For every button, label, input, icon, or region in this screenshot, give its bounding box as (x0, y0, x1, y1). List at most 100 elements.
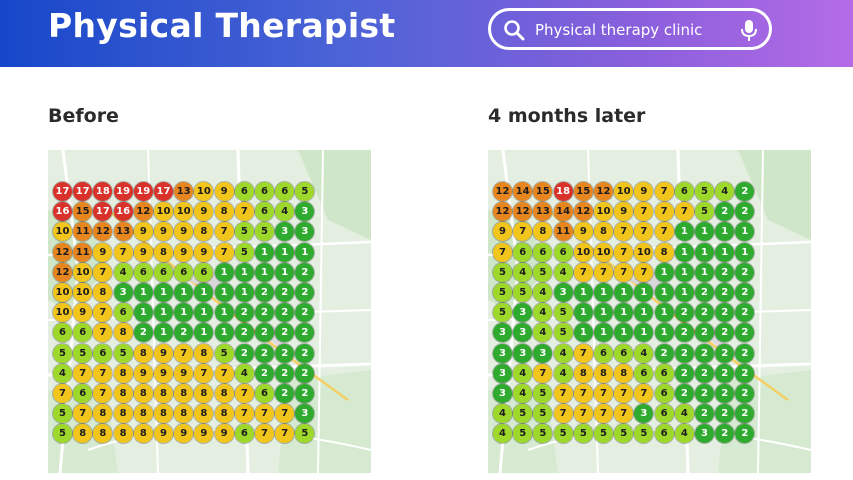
rank-pin[interactable]: 2 (715, 283, 735, 302)
rank-pin[interactable]: 6 (594, 343, 613, 363)
rank-pin[interactable]: 4 (533, 303, 553, 323)
rank-pin[interactable]: 7 (573, 262, 593, 282)
rank-pin[interactable]: 7 (73, 363, 93, 383)
rank-pin[interactable]: 6 (634, 363, 654, 383)
rank-pin[interactable]: 7 (573, 343, 593, 363)
rank-pin[interactable]: 12 (133, 202, 153, 222)
rank-pin[interactable]: 1 (634, 303, 654, 323)
rank-pin[interactable]: 1 (214, 262, 234, 282)
rank-pin[interactable]: 8 (113, 363, 133, 383)
rank-pin[interactable]: 1 (735, 242, 755, 262)
rank-pin[interactable]: 4 (234, 363, 254, 383)
rank-pin[interactable]: 1 (634, 323, 654, 343)
rank-pin[interactable]: 2 (255, 343, 274, 363)
rank-pin[interactable]: 10 (53, 283, 72, 302)
rank-pin[interactable]: 1 (715, 222, 735, 242)
rank-pin[interactable]: 4 (113, 262, 133, 282)
rank-pin[interactable]: 5 (695, 182, 714, 201)
rank-pin[interactable]: 3 (493, 323, 512, 343)
rank-pin[interactable]: 6 (654, 384, 674, 403)
rank-pin[interactable]: 7 (614, 262, 634, 282)
rank-pin[interactable]: 7 (594, 262, 613, 282)
rank-pin[interactable]: 5 (533, 384, 553, 403)
rank-pin[interactable]: 3 (493, 384, 512, 403)
rank-pin[interactable]: 2 (695, 283, 714, 302)
rank-pin[interactable]: 7 (614, 404, 634, 424)
rank-pin[interactable]: 4 (533, 283, 553, 302)
rank-pin[interactable]: 1 (594, 323, 613, 343)
rank-pin[interactable]: 2 (695, 363, 714, 383)
rank-pin[interactable]: 9 (133, 242, 153, 262)
rank-pin[interactable]: 12 (493, 202, 512, 222)
rank-pin[interactable]: 10 (73, 283, 93, 302)
rank-pin[interactable]: 4 (674, 424, 694, 444)
rank-pin[interactable]: 9 (154, 343, 173, 363)
rank-pin[interactable]: 4 (533, 323, 553, 343)
rank-pin[interactable]: 1 (654, 262, 674, 282)
rank-pin[interactable]: 4 (493, 404, 512, 424)
rank-pin[interactable]: 2 (275, 303, 295, 323)
rank-pin[interactable]: 5 (634, 424, 654, 444)
rank-pin[interactable]: 8 (113, 404, 133, 424)
rank-pin[interactable]: 8 (594, 363, 613, 383)
rank-pin[interactable]: 7 (275, 404, 295, 424)
rank-pin[interactable]: 1 (214, 323, 234, 343)
rank-pin[interactable]: 5 (493, 262, 512, 282)
rank-pin[interactable]: 6 (73, 384, 93, 403)
rank-pin[interactable]: 2 (735, 424, 755, 444)
rank-pin[interactable]: 5 (614, 424, 634, 444)
rank-pin[interactable]: 5 (533, 262, 553, 282)
rank-pin[interactable]: 2 (674, 343, 694, 363)
rank-pin[interactable]: 7 (234, 384, 254, 403)
rank-pin[interactable]: 1 (214, 303, 234, 323)
rank-pin[interactable]: 7 (255, 404, 274, 424)
rank-pin[interactable]: 10 (614, 182, 634, 201)
rank-pin[interactable]: 10 (73, 262, 93, 282)
rank-pin[interactable]: 17 (93, 202, 113, 222)
rank-pin[interactable]: 8 (614, 363, 634, 383)
rank-pin[interactable]: 1 (695, 242, 714, 262)
rank-pin[interactable]: 7 (674, 202, 694, 222)
rank-pin[interactable]: 4 (715, 182, 735, 201)
rank-pin[interactable]: 1 (735, 222, 755, 242)
rank-pin[interactable]: 2 (674, 363, 694, 383)
rank-pin[interactable]: 2 (695, 303, 714, 323)
rank-pin[interactable]: 10 (154, 202, 173, 222)
rank-pin[interactable]: 5 (53, 404, 72, 424)
rank-pin[interactable]: 7 (654, 222, 674, 242)
rank-pin[interactable]: 1 (174, 283, 194, 302)
rank-pin[interactable]: 6 (533, 242, 553, 262)
rank-pin[interactable]: 12 (493, 182, 512, 201)
rank-pin[interactable]: 4 (493, 424, 512, 444)
rank-pin[interactable]: 6 (194, 262, 214, 282)
rank-pin[interactable]: 15 (533, 182, 553, 201)
rank-pin[interactable]: 9 (573, 222, 593, 242)
rank-pin[interactable]: 2 (695, 384, 714, 403)
rank-pin[interactable]: 1 (695, 222, 714, 242)
rank-pin[interactable]: 8 (214, 384, 234, 403)
rank-pin[interactable]: 1 (295, 242, 315, 262)
rank-pin[interactable]: 10 (53, 303, 72, 323)
rank-pin[interactable]: 2 (715, 404, 735, 424)
rank-pin[interactable]: 5 (295, 424, 315, 444)
rank-pin[interactable]: 5 (695, 202, 714, 222)
rank-pin[interactable]: 9 (194, 424, 214, 444)
rank-pin[interactable]: 3 (295, 202, 315, 222)
rank-pin[interactable]: 4 (674, 404, 694, 424)
rank-pin[interactable]: 5 (573, 424, 593, 444)
rank-pin[interactable]: 3 (493, 363, 512, 383)
rank-pin[interactable]: 10 (573, 242, 593, 262)
rank-pin[interactable]: 7 (594, 384, 613, 403)
rank-pin[interactable]: 9 (634, 182, 654, 201)
rank-pin[interactable]: 6 (174, 262, 194, 282)
rank-pin[interactable]: 5 (493, 283, 512, 302)
rank-pin[interactable]: 8 (154, 242, 173, 262)
rank-pin[interactable]: 3 (513, 303, 533, 323)
rank-pin[interactable]: 19 (133, 182, 153, 201)
rank-pin[interactable]: 12 (93, 222, 113, 242)
rank-pin[interactable]: 2 (735, 323, 755, 343)
rank-pin[interactable]: 6 (234, 424, 254, 444)
rank-pin[interactable]: 8 (594, 222, 613, 242)
rank-pin[interactable]: 9 (154, 363, 173, 383)
rank-pin[interactable]: 8 (194, 222, 214, 242)
